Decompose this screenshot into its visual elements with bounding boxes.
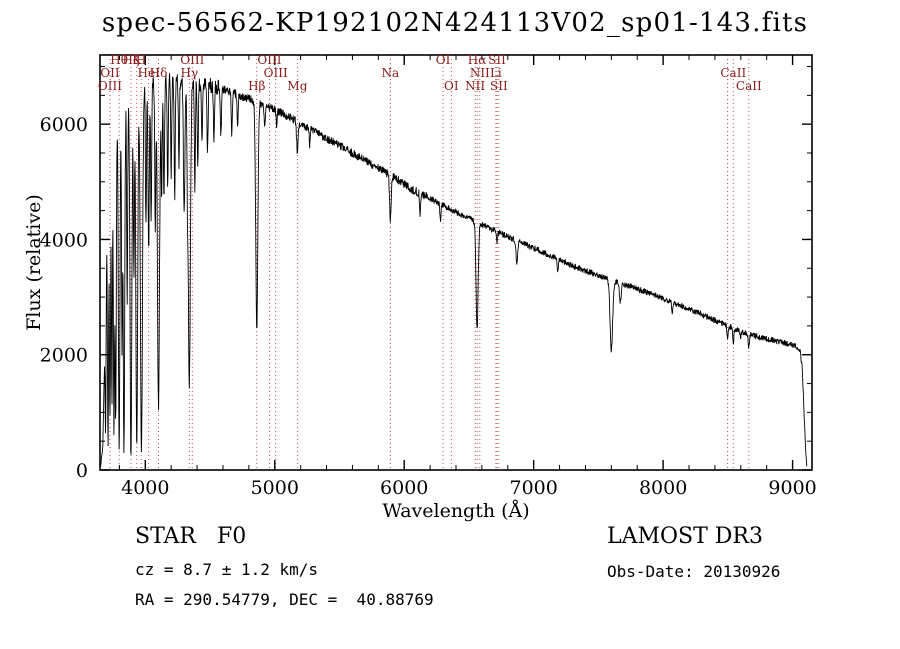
classification-text: STAR F0	[135, 524, 247, 549]
svg-text:Hβ: Hβ	[248, 79, 265, 93]
svg-text:Hα: Hα	[468, 53, 487, 67]
svg-text:6000: 6000	[380, 477, 428, 499]
svg-text:6000: 6000	[40, 114, 88, 136]
svg-text:OI: OI	[444, 79, 459, 93]
cz-text: cz = 8.7 ± 1.2 km/s	[135, 560, 319, 579]
svg-text:OIII: OIII	[180, 53, 204, 67]
svg-text:Hζ: Hζ	[122, 53, 139, 67]
svg-text:4000: 4000	[40, 229, 88, 251]
plot-title: spec-56562-KP192102N424113V02_sp01-143.f…	[101, 8, 809, 38]
svg-text:OIII: OIII	[264, 66, 288, 80]
svg-text:HeI: HeI	[138, 66, 161, 80]
svg-text:4000: 4000	[121, 477, 169, 499]
svg-text:SII: SII	[490, 79, 508, 93]
svg-text:Hγ: Hγ	[181, 66, 199, 80]
spectral-line-markers	[109, 55, 750, 470]
svg-text:Hδ: Hδ	[150, 66, 168, 80]
y-axis-label: Flux (relative)	[23, 194, 45, 331]
svg-text:H: H	[136, 53, 146, 67]
radec-text: RA = 290.54779, DEC = 40.88769	[135, 590, 434, 609]
svg-text:Na: Na	[382, 66, 400, 80]
svg-text:7000: 7000	[509, 477, 557, 499]
svg-text:K: K	[132, 53, 142, 67]
svg-text:CaII: CaII	[736, 79, 762, 93]
svg-text:Li: Li	[490, 66, 502, 80]
survey-text: LAMOST DR3	[607, 524, 763, 549]
svg-text:CaII: CaII	[720, 66, 746, 80]
svg-text:5000: 5000	[251, 477, 299, 499]
svg-text:Mg: Mg	[287, 79, 307, 93]
x-axis-label: Wavelength (Å)	[382, 500, 529, 522]
svg-text:2000: 2000	[40, 345, 88, 367]
svg-text:8000: 8000	[639, 477, 687, 499]
svg-text:NII: NII	[470, 66, 490, 80]
svg-text:OI: OI	[436, 53, 451, 67]
obsdate-text: Obs-Date: 20130926	[607, 562, 781, 581]
axes: 4000 5000 6000 7000 8000 90000200040006000Wav…	[23, 54, 817, 522]
svg-text:Hθ: Hθ	[110, 53, 128, 67]
svg-text:0: 0	[76, 460, 88, 482]
svg-text:OIII: OIII	[98, 79, 122, 93]
svg-text:OII: OII	[100, 66, 120, 80]
svg-text:SII: SII	[488, 53, 506, 67]
svg-text:9000: 9000	[768, 477, 816, 499]
svg-text:OIII: OIII	[257, 53, 281, 67]
svg-text:NII: NII	[465, 79, 485, 93]
spectrum-trace	[100, 72, 808, 467]
